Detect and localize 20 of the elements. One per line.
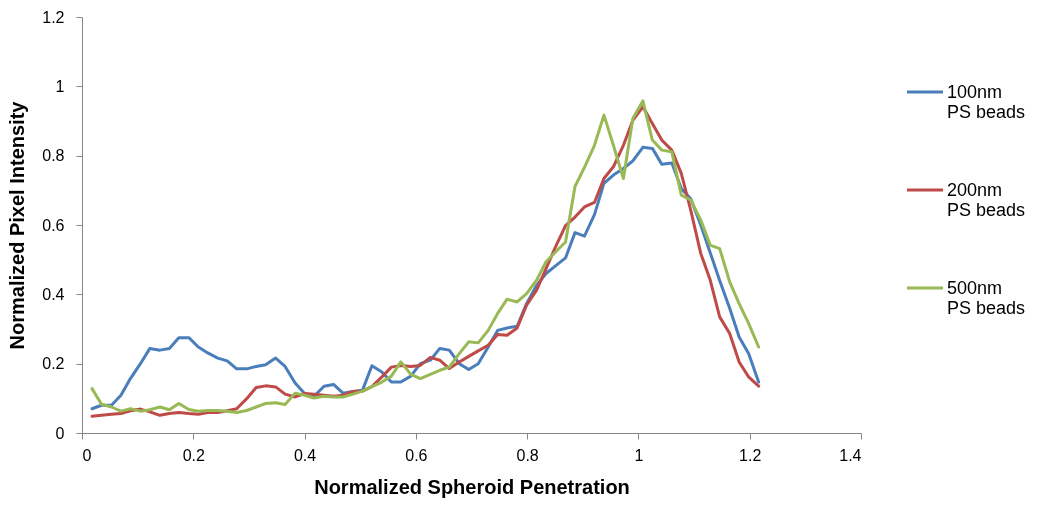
x-tick-label: 1 — [634, 446, 644, 464]
legend-label: 500nm PS beads — [947, 278, 1026, 318]
y-tick-label: 0.8 — [42, 147, 65, 165]
y-tick-label: 0.4 — [42, 285, 65, 303]
x-tick-label: 0.8 — [516, 446, 539, 464]
y-tick-label: 0 — [55, 424, 65, 442]
y-tick-label: 0.2 — [42, 355, 65, 373]
y-tick-label: 1.2 — [42, 8, 65, 26]
x-tick-label: 1.2 — [739, 446, 762, 464]
y-tick-label: 1 — [55, 77, 65, 95]
x-tick-label: 0.6 — [405, 446, 428, 464]
legend-label: 200nm PS beads — [947, 180, 1026, 220]
legend-label: 100nm PS beads — [947, 82, 1026, 122]
x-tick-label: 0.2 — [182, 446, 205, 464]
x-tick-label: 0 — [82, 446, 92, 464]
x-tick-label: 0.4 — [293, 446, 317, 464]
y-tick-label: 0.6 — [42, 216, 65, 234]
x-tick-label: 1.4 — [839, 446, 862, 464]
x-axis-title: Normalized Spheroid Penetration — [314, 475, 630, 498]
y-axis-title: Normalized Pixel Intensity — [6, 100, 29, 350]
